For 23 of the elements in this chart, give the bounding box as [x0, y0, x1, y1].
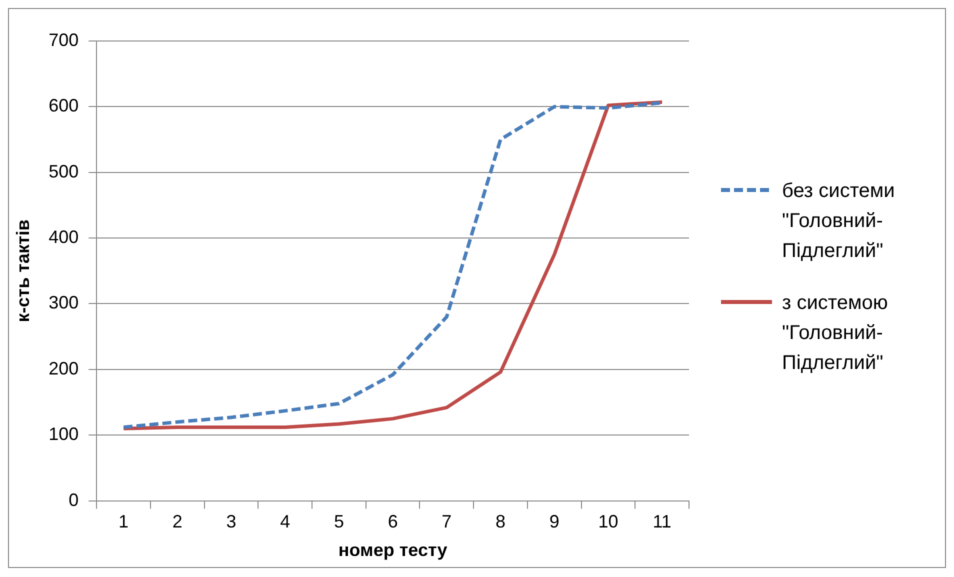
legend-label: без системи "Головний-Підлеглий" [782, 179, 896, 264]
y-tick-label: 700 [48, 29, 79, 50]
y-tick-label: 300 [48, 292, 79, 312]
x-tick-label: 7 [442, 511, 452, 532]
x-tick-label: 9 [549, 511, 560, 532]
y-tick-label: 500 [48, 160, 79, 181]
x-axis-title: номер тесту [338, 540, 448, 560]
x-tick-label: 2 [172, 511, 182, 532]
x-tick-label: 6 [388, 511, 398, 532]
y-tick-label: 0 [68, 489, 79, 510]
x-tick-label: 11 [652, 511, 672, 532]
y-tick-label: 600 [48, 95, 79, 116]
x-tick-label: 5 [334, 511, 344, 532]
x-tick-label: 3 [226, 511, 236, 532]
y-tick-label: 100 [48, 424, 79, 444]
y-tick-label: 400 [48, 226, 79, 247]
y-axis-title: к-сть тактів [12, 219, 33, 322]
y-tick-label: 200 [48, 358, 79, 378]
x-tick-label: 8 [496, 511, 506, 532]
x-tick-label: 1 [118, 511, 129, 532]
x-tick-label: 4 [280, 511, 290, 532]
x-tick-label: 10 [598, 511, 618, 532]
legend-label: з системою "Головний-Підлеглий" [782, 291, 889, 376]
